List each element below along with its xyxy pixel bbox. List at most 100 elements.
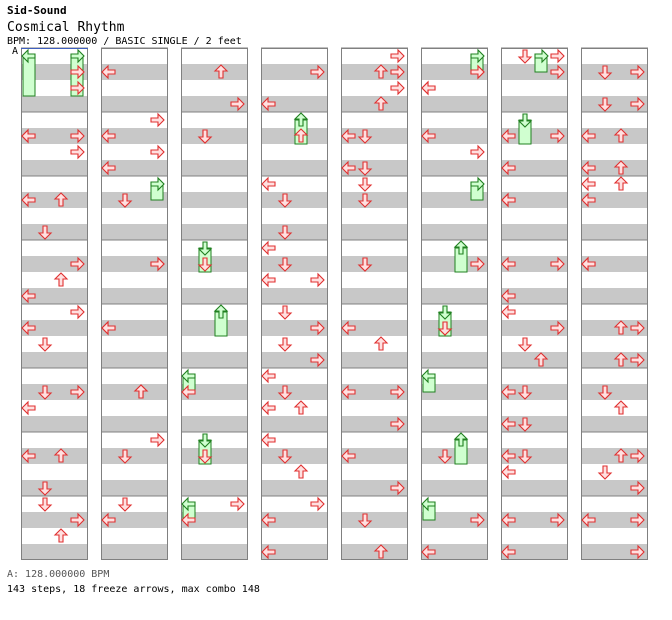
beat-stripe [581, 256, 648, 272]
beat-stripe [581, 96, 648, 112]
beat-stripe [21, 128, 88, 144]
beat-stripe [261, 480, 328, 496]
step-arrow [261, 512, 276, 528]
beat-stripe [101, 224, 168, 240]
step-arrow [630, 64, 645, 80]
beat-stripe [501, 544, 568, 560]
beat-stripe [341, 224, 408, 240]
step-arrow [390, 64, 405, 80]
beat-stripe [261, 320, 328, 336]
beat-stripe [581, 224, 648, 240]
step-arrow [37, 385, 53, 400]
song-title: Cosmical Rhythm [7, 20, 125, 35]
beat-stripe [21, 416, 88, 432]
beat-stripe [261, 192, 328, 208]
step-arrow [341, 384, 356, 400]
beat-stripe [21, 256, 88, 272]
step-arrow [277, 385, 293, 400]
beat-stripe [341, 512, 408, 528]
freeze-arrow-head [453, 240, 469, 255]
step-arrow [261, 176, 276, 192]
beat-stripe [581, 160, 648, 176]
beat-stripe [181, 224, 248, 240]
step-arrow [357, 177, 373, 192]
beat-stripe [21, 160, 88, 176]
step-arrow [277, 257, 293, 272]
freeze-arrow-head [437, 305, 453, 320]
step-arrow [150, 144, 165, 160]
step-arrow [470, 64, 485, 80]
beat-stripe [21, 480, 88, 496]
beat-stripe [581, 128, 648, 144]
step-arrow [261, 544, 276, 560]
step-arrow [53, 528, 69, 543]
freeze-arrow-head [21, 48, 36, 64]
column-border [421, 48, 488, 560]
step-arrow [70, 144, 85, 160]
beat-stripe [341, 480, 408, 496]
beat-stripe [421, 352, 488, 368]
beat-stripe [421, 544, 488, 560]
beat-stripe [341, 160, 408, 176]
step-arrow [501, 448, 516, 464]
beat-stripe [501, 416, 568, 432]
beat-stripe [581, 192, 648, 208]
step-arrow [357, 513, 373, 528]
step-arrow [197, 257, 213, 272]
beat-stripe [421, 416, 488, 432]
step-arrow [421, 128, 436, 144]
beat-stripe [341, 416, 408, 432]
step-arrow [613, 320, 629, 335]
beat-stripe [101, 288, 168, 304]
beat-stripe [501, 288, 568, 304]
step-arrow [310, 320, 325, 336]
step-arrow [550, 256, 565, 272]
step-arrow [437, 321, 453, 336]
beat-stripe [501, 320, 568, 336]
step-arrow [341, 128, 356, 144]
step-arrow [277, 337, 293, 352]
step-arrow [581, 128, 596, 144]
step-arrow [117, 193, 133, 208]
beat-stripe [501, 128, 568, 144]
freeze-arrow-head [470, 176, 485, 192]
beat-stripe [501, 352, 568, 368]
beat-stripe [181, 416, 248, 432]
step-arrow [501, 464, 516, 480]
step-arrow [261, 368, 276, 384]
step-arrow [357, 129, 373, 144]
step-arrow [533, 352, 549, 367]
beat-stripe [421, 320, 488, 336]
step-arrow [597, 465, 613, 480]
step-arrow [293, 400, 309, 415]
song-artist: Sid-Sound [7, 4, 67, 17]
step-arrow [501, 512, 516, 528]
beat-stripe [581, 384, 648, 400]
step-arrow [21, 192, 36, 208]
step-arrow [597, 65, 613, 80]
beat-stripe [341, 544, 408, 560]
step-arrow [101, 160, 116, 176]
step-arrow [341, 320, 356, 336]
step-arrow [581, 256, 596, 272]
step-arrow [21, 320, 36, 336]
beat-stripe [101, 352, 168, 368]
step-arrow [197, 449, 213, 464]
step-arrow [613, 160, 629, 175]
step-arrow [37, 337, 53, 352]
column-border [261, 48, 328, 560]
beat-stripe [181, 544, 248, 560]
step-arrow [37, 481, 53, 496]
step-arrow [470, 256, 485, 272]
step-arrow [550, 64, 565, 80]
step-arrow [53, 192, 69, 207]
step-arrow [390, 48, 405, 64]
step-arrow [293, 128, 309, 143]
beat-stripe [21, 224, 88, 240]
beat-stripe [341, 352, 408, 368]
beat-stripe [101, 96, 168, 112]
step-arrow [630, 320, 645, 336]
step-arrow [390, 384, 405, 400]
beat-stripe [341, 64, 408, 80]
freeze-arrow-head [421, 368, 436, 384]
